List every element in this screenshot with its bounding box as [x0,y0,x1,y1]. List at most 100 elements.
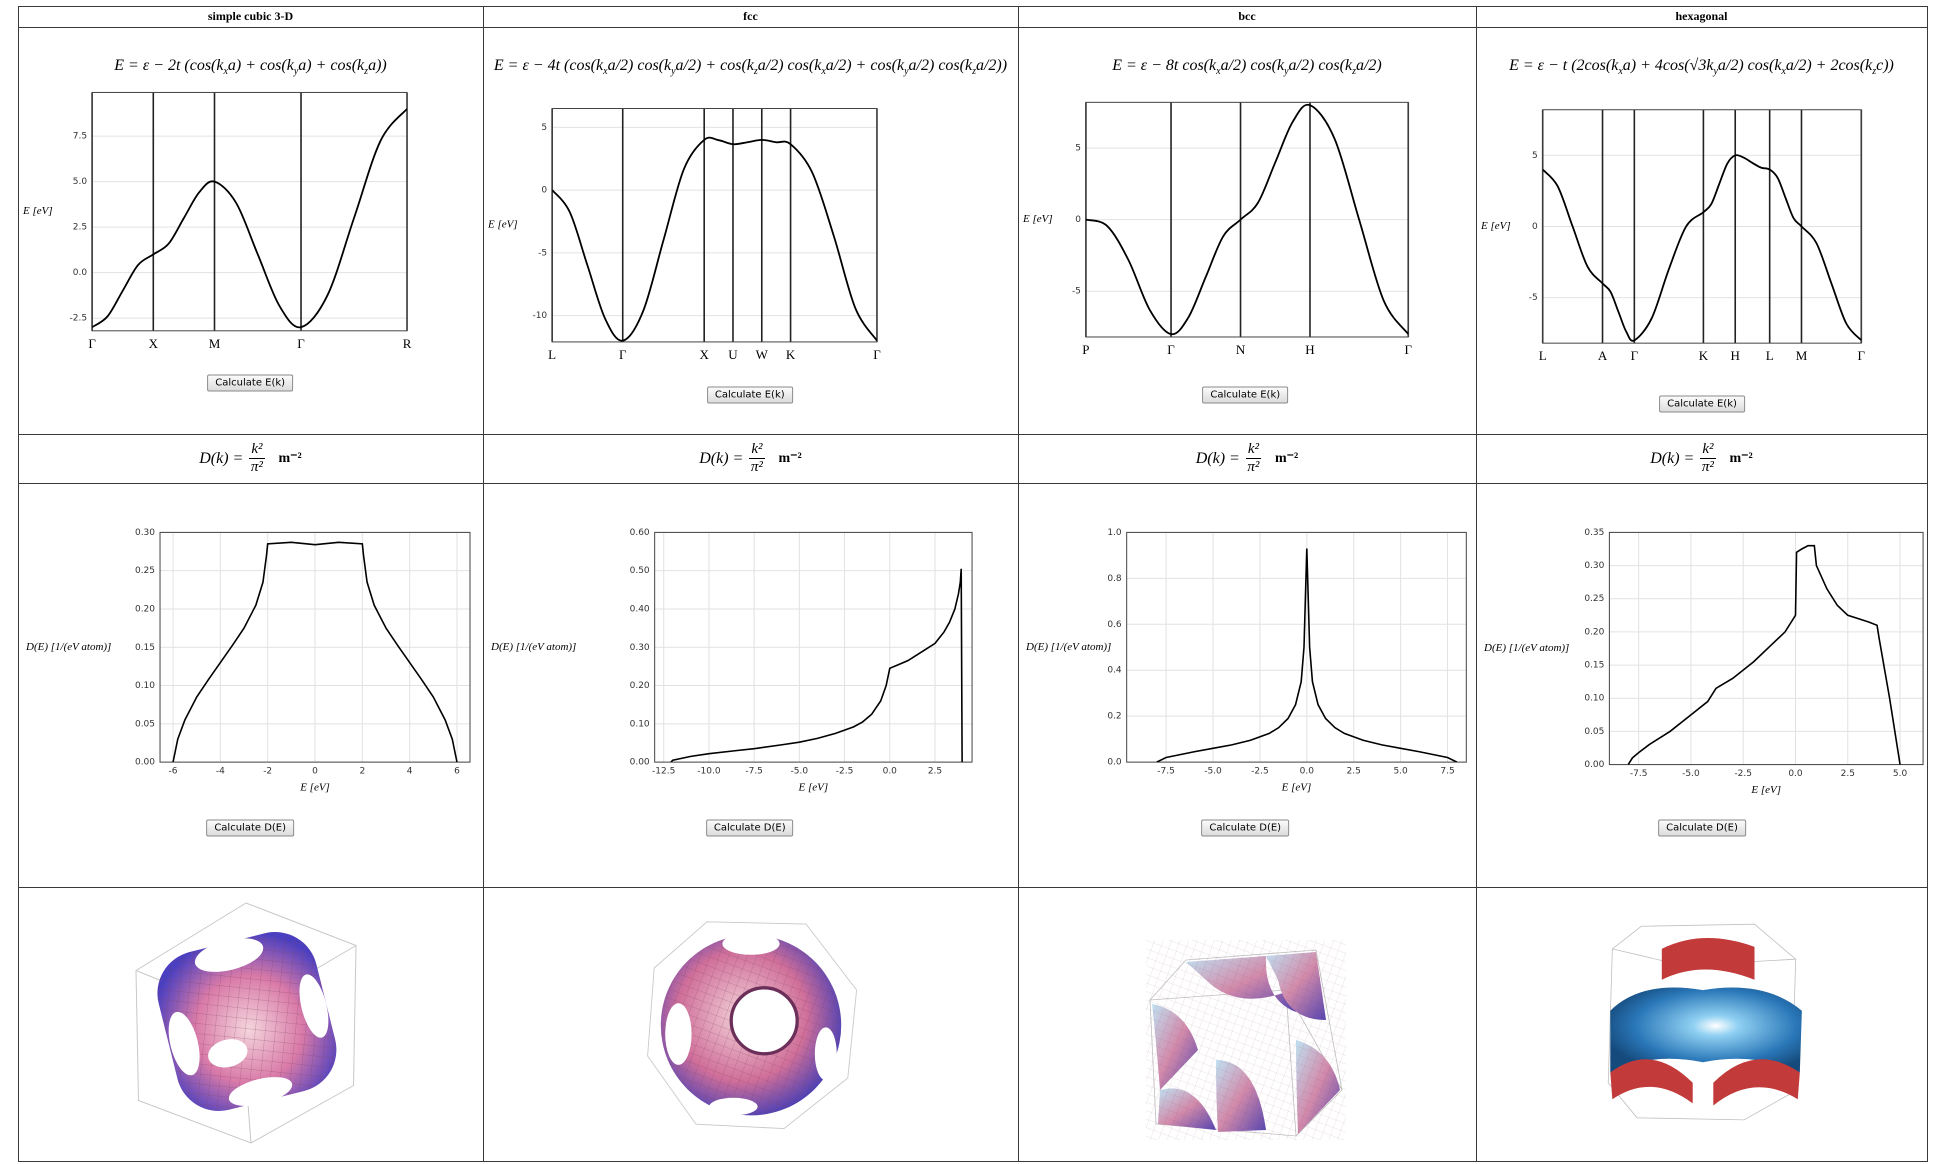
y-axis-label: D(E) [1/(eV atom)] [1483,642,1569,654]
dk-denominator: π² [1247,459,1259,476]
calculate-de-button[interactable]: Calculate D(E) [706,819,794,836]
x-tick-label: -5.0 [1204,767,1222,777]
x-tick-label: Γ [297,336,305,351]
dk-lhs: D(k) = [1196,450,1240,468]
x-tick-label: X [699,347,709,362]
column-rule [1927,6,1928,1161]
dispersion-formula: E = ε − t (2cos(kxa) + 4cos(√3kya/2) cos… [1476,57,1927,77]
data-line [1543,155,1862,341]
y-tick-label: 0.8 [1107,574,1122,584]
x-tick-label: -12.5 [652,767,675,777]
y-tick-label: 0.25 [1584,594,1604,604]
x-tick-label: R [403,336,412,351]
x-tick-label: 2.5 [1841,769,1855,779]
dk-formula: D(k) = k²π² m⁻² [1476,434,1927,483]
y-tick-label: 0.20 [135,604,155,614]
y-axis-label: E [eV] [1022,213,1053,225]
y-tick-label: 1.0 [1107,528,1122,538]
dk-unit: m⁻² [279,450,302,467]
dk-numerator: k² [1246,441,1261,459]
y-tick-label: 0.50 [630,566,650,576]
y-tick-label: 0.2 [1107,712,1121,722]
x-axis-label: E [eV] [1750,784,1781,796]
dk-lhs: D(k) = [1650,450,1694,468]
x-tick-label: -4 [216,767,225,777]
x-tick-label: 0.0 [883,767,898,777]
y-tick-label: 0.05 [1584,727,1604,737]
y-tick-label: -5 [538,248,547,258]
x-tick-label: W [756,347,769,362]
column-header: bcc [1018,6,1476,27]
y-tick-label: -2.5 [70,314,88,324]
fermi-surface-sc [121,898,371,1148]
x-tick-label: 2.5 [1347,767,1361,777]
y-tick-label: 0.0 [73,268,88,278]
y-tick-label: 2.5 [73,223,87,233]
y-tick-label: 0 [541,186,547,196]
y-tick-label: 0.00 [135,758,155,768]
data-line [552,138,877,341]
calculate-de-button[interactable]: Calculate D(E) [1658,819,1746,836]
x-tick-label: -10.0 [697,767,721,777]
x-tick-label: Γ [873,347,881,362]
plot-frame [92,92,407,330]
x-tick-label: U [728,347,738,362]
y-tick-label: 0.00 [630,758,650,768]
x-tick-label: 6 [454,767,460,777]
y-tick-label: 0.05 [135,719,155,729]
dk-numerator: k² [749,441,764,459]
x-tick-label: -7.5 [1157,767,1175,777]
calculate-de-button[interactable]: Calculate D(E) [206,819,294,836]
y-tick-label: 5.0 [73,177,88,187]
dispersion-formula: E = ε − 4t (cos(kxa/2) cos(kya/2) + cos(… [483,57,1018,77]
x-tick-label: -2 [263,767,272,777]
x-tick-label: Γ [1631,348,1639,363]
dispersion-chart: 50-5PΓNHΓE [eV] [1018,27,1476,434]
y-tick-label: 0.20 [1584,627,1604,637]
x-tick-label: 7.5 [1440,767,1454,777]
x-tick-label: L [1539,348,1547,363]
row-rule [18,1161,1928,1162]
calculate-ek-button[interactable]: Calculate E(k) [1202,387,1288,404]
data-line [671,569,962,762]
y-tick-label: 0.35 [1584,528,1604,538]
y-tick-label: 5 [541,123,547,133]
y-tick-label: 7.5 [73,132,87,142]
x-tick-label: 2.5 [928,767,942,777]
y-tick-label: 0.60 [630,528,650,538]
dk-unit: m⁻² [1730,450,1753,467]
calculate-ek-button[interactable]: Calculate E(k) [207,374,293,391]
calculate-ek-button[interactable]: Calculate E(k) [707,387,793,404]
x-tick-label: K [1699,348,1709,363]
dk-fraction: k²π² [1246,441,1261,476]
y-tick-label: 0.30 [135,528,155,538]
x-tick-label: Γ [619,347,627,362]
dk-denominator: π² [1702,459,1714,476]
dk-numerator: k² [249,441,264,459]
x-tick-label: H [1305,342,1314,357]
x-tick-label: 4 [407,767,413,777]
y-tick-label: 0.00 [1584,760,1604,770]
x-tick-label: L [1766,348,1774,363]
calculate-de-button[interactable]: Calculate D(E) [1201,819,1289,836]
surface [661,933,841,1116]
y-tick-label: 0.4 [1107,666,1122,676]
x-tick-label: A [1598,348,1608,363]
dk-denominator: π² [251,459,263,476]
calculate-ek-button[interactable]: Calculate E(k) [1659,395,1745,412]
dk-lhs: D(k) = [699,450,743,468]
fermi-surface-bcc [1146,940,1346,1140]
x-tick-label: Γ [88,336,96,351]
surface [1610,938,1802,1105]
fermi-surface-hex [1600,918,1806,1124]
